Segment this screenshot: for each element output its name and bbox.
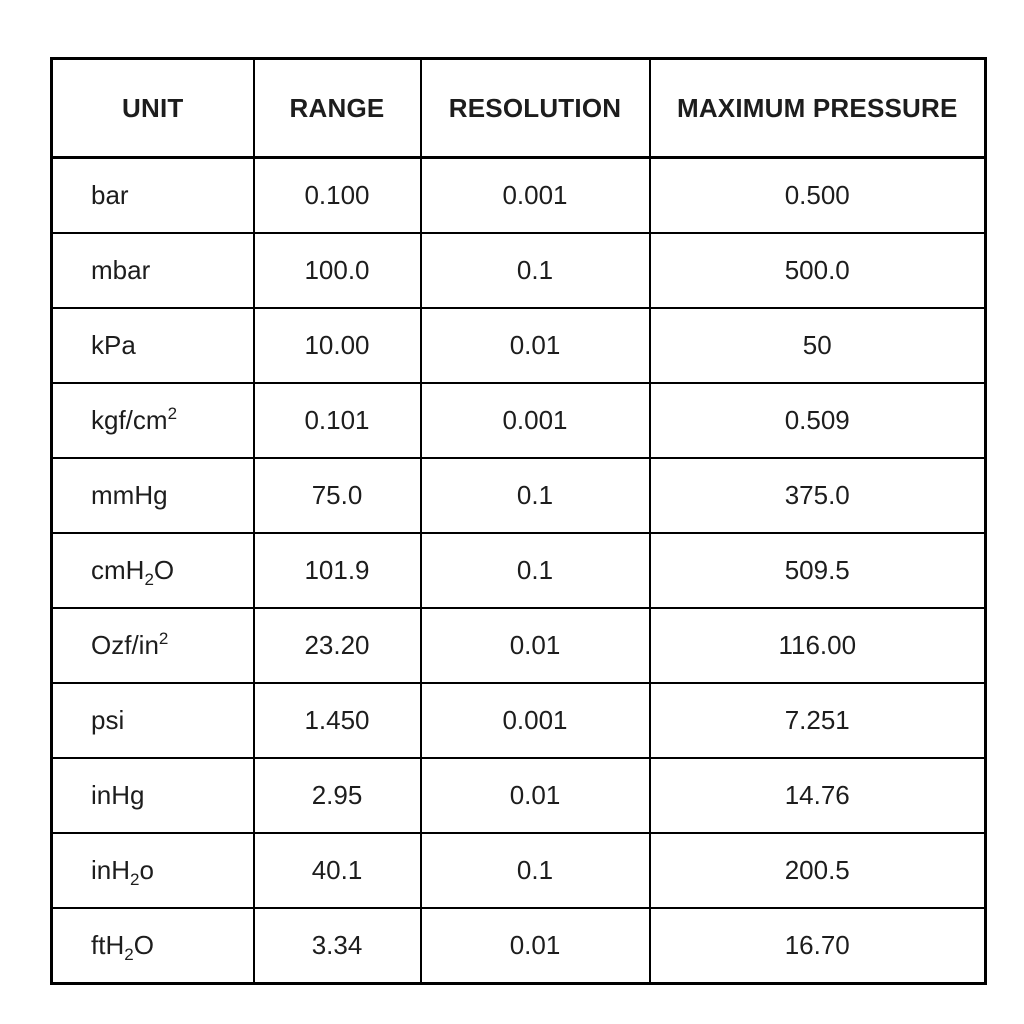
unit-subscript: 2 [144, 570, 154, 589]
header-row: UNIT RANGE RESOLUTION MAXIMUM PRESSURE [50, 57, 987, 159]
resolution-cell: 0.01 [419, 757, 651, 834]
unit-subscript: 2 [130, 870, 140, 889]
resolution-cell: 0.01 [419, 307, 651, 384]
unit-label: inH [91, 855, 131, 885]
unit-label: ftH [91, 930, 125, 960]
unit-cell: ftH2O [50, 907, 255, 985]
pressure-units-table-container: UNIT RANGE RESOLUTION MAXIMUM PRESSURE b… [50, 57, 987, 985]
table-row: mbar 100.0 0.1 500.0 [50, 232, 987, 309]
range-cell: 101.9 [252, 532, 422, 609]
resolution-cell: 0.001 [419, 156, 651, 234]
resolution-cell: 0.1 [419, 532, 651, 609]
range-cell: 75.0 [252, 457, 422, 534]
max-pressure-cell: 200.5 [648, 832, 987, 909]
range-cell: 3.34 [252, 907, 422, 985]
unit-cell: psi [50, 682, 255, 759]
unit-cell: bar [50, 156, 255, 234]
unit-cell: mbar [50, 232, 255, 309]
resolution-cell: 0.001 [419, 682, 651, 759]
table-row: ftH2O 3.34 0.01 16.70 [50, 907, 987, 985]
range-cell: 0.101 [252, 382, 422, 459]
max-pressure-cell: 0.509 [648, 382, 987, 459]
unit-label: bar [91, 180, 129, 210]
table-row: cmH2O 101.9 0.1 509.5 [50, 532, 987, 609]
unit-label: mmHg [91, 480, 168, 510]
range-cell: 40.1 [252, 832, 422, 909]
unit-label-suffix: o [139, 855, 154, 885]
table-row: Ozf/in2 23.20 0.01 116.00 [50, 607, 987, 684]
max-pressure-cell: 50 [648, 307, 987, 384]
resolution-cell: 0.1 [419, 832, 651, 909]
unit-cell: kgf/cm2 [50, 382, 255, 459]
range-cell: 0.100 [252, 156, 422, 234]
unit-cell: mmHg [50, 457, 255, 534]
max-pressure-cell: 7.251 [648, 682, 987, 759]
unit-label: kgf/cm [91, 405, 168, 435]
unit-superscript: 2 [158, 629, 169, 648]
resolution-cell: 0.01 [419, 607, 651, 684]
max-pressure-cell: 14.76 [648, 757, 987, 834]
table-row: inHg 2.95 0.01 14.76 [50, 757, 987, 834]
table-row: mmHg 75.0 0.1 375.0 [50, 457, 987, 534]
range-cell: 10.00 [252, 307, 422, 384]
unit-label: inHg [91, 780, 145, 810]
unit-label: mbar [91, 255, 151, 285]
resolution-cell: 0.01 [419, 907, 651, 985]
range-cell: 1.450 [252, 682, 422, 759]
unit-label-suffix: O [133, 930, 154, 960]
unit-cell: inH2o [50, 832, 255, 909]
unit-cell: kPa [50, 307, 255, 384]
unit-cell: cmH2O [50, 532, 255, 609]
max-pressure-cell: 375.0 [648, 457, 987, 534]
unit-cell: Ozf/in2 [50, 607, 255, 684]
range-cell: 100.0 [252, 232, 422, 309]
unit-cell: inHg [50, 757, 255, 834]
max-pressure-cell: 116.00 [648, 607, 987, 684]
column-header-max-pressure: MAXIMUM PRESSURE [648, 57, 987, 159]
unit-superscript: 2 [167, 404, 178, 423]
unit-subscript: 2 [124, 945, 134, 964]
table-row: bar 0.100 0.001 0.500 [50, 156, 987, 234]
column-header-resolution: RESOLUTION [419, 57, 651, 159]
table-row: kgf/cm2 0.101 0.001 0.509 [50, 382, 987, 459]
table-row: inH2o 40.1 0.1 200.5 [50, 832, 987, 909]
column-header-range: RANGE [252, 57, 422, 159]
max-pressure-cell: 500.0 [648, 232, 987, 309]
unit-label: Ozf/in [91, 630, 159, 660]
max-pressure-cell: 509.5 [648, 532, 987, 609]
table-row: kPa 10.00 0.01 50 [50, 307, 987, 384]
resolution-cell: 0.1 [419, 232, 651, 309]
table-row: psi 1.450 0.001 7.251 [50, 682, 987, 759]
column-header-unit: UNIT [50, 57, 255, 159]
max-pressure-cell: 0.500 [648, 156, 987, 234]
unit-label: psi [91, 705, 125, 735]
resolution-cell: 0.001 [419, 382, 651, 459]
range-cell: 23.20 [252, 607, 422, 684]
unit-label: kPa [91, 330, 136, 360]
max-pressure-cell: 16.70 [648, 907, 987, 985]
resolution-cell: 0.1 [419, 457, 651, 534]
unit-label: cmH [91, 555, 145, 585]
unit-label-suffix: O [153, 555, 175, 585]
range-cell: 2.95 [252, 757, 422, 834]
pressure-units-table: UNIT RANGE RESOLUTION MAXIMUM PRESSURE b… [50, 57, 987, 985]
